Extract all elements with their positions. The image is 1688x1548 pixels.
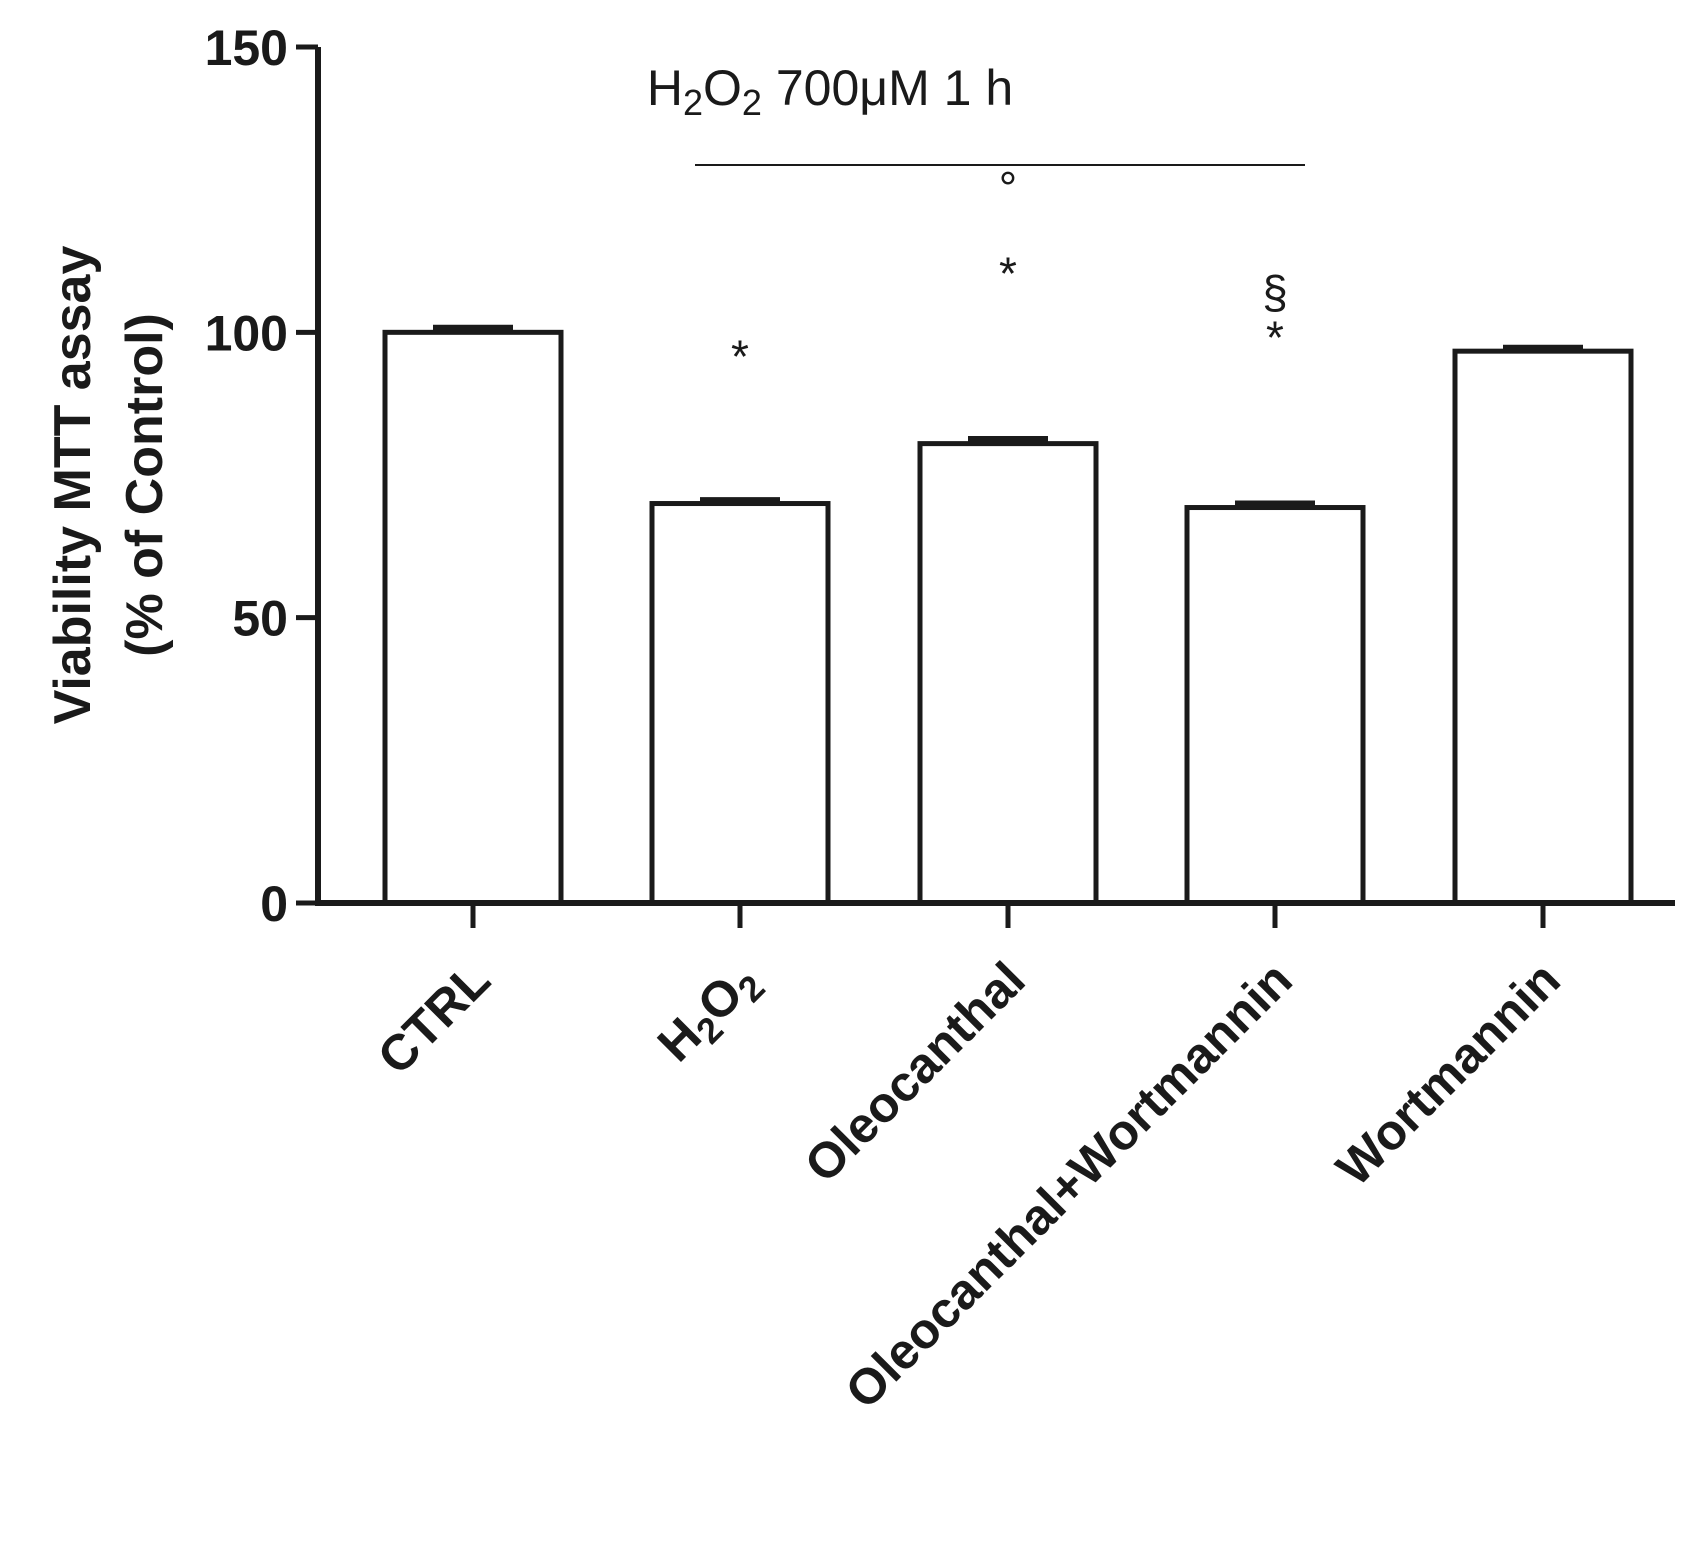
x-axis: CTRL H2O2 OleocanthalOleocanthal+Wortmanni… <box>315 900 1675 1419</box>
x-tick-label: Wortmannin <box>1326 951 1571 1196</box>
bracket-label: H2O2 700μM 1 h <box>647 60 1013 123</box>
y-tick-label: 0 <box>260 876 288 932</box>
bar <box>1184 505 1366 906</box>
y-axis-title: Viability MTT assay (% of Control) <box>44 246 174 725</box>
x-tick-label: Oleocanthal <box>794 951 1036 1193</box>
significance-star: * <box>999 248 1017 300</box>
significance-mark: ° <box>999 162 1017 214</box>
y-tick-label: 100 <box>205 305 288 361</box>
bar <box>382 329 564 906</box>
significance-star: * <box>1266 311 1284 363</box>
y-axis-title-line2: (% of Control) <box>116 313 174 657</box>
bar <box>649 501 831 906</box>
y-axis: 0 50 100 150 <box>205 20 321 932</box>
treatment-bracket: H2O2 700μM 1 h <box>647 60 1305 166</box>
x-tick-label: Oleocanthal+Wortmannin <box>835 951 1303 1419</box>
bar <box>1452 348 1634 906</box>
bar <box>917 441 1099 906</box>
significance-star: * <box>731 330 749 382</box>
y-tick-label: 50 <box>232 591 288 647</box>
plot-area: **°*§ <box>382 162 1634 906</box>
y-axis-title-line1: Viability MTT assay <box>44 246 102 725</box>
y-tick-label: 150 <box>205 20 288 76</box>
significance-mark: § <box>1262 266 1288 318</box>
x-tick-label: H2O2 <box>647 951 773 1077</box>
x-tick-label: CTRL <box>367 951 501 1085</box>
